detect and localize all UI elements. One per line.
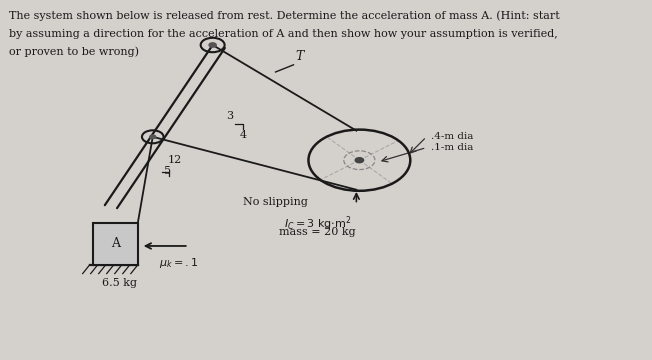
Text: 3: 3: [226, 111, 233, 121]
Bar: [93, 223, 138, 265]
Text: 5: 5: [164, 166, 171, 176]
Text: No slipping: No slipping: [243, 197, 308, 207]
Text: 4: 4: [239, 130, 246, 140]
Circle shape: [355, 158, 364, 163]
Text: .1-m dia: .1-m dia: [431, 143, 473, 152]
Text: by assuming a direction for the acceleration of A and then show how your assumpt: by assuming a direction for the accelera…: [9, 29, 557, 39]
Text: 6.5 kg: 6.5 kg: [102, 278, 137, 288]
Text: The system shown below is released from rest. Determine the acceleration of mass: The system shown below is released from …: [9, 11, 559, 21]
Circle shape: [209, 43, 216, 47]
Circle shape: [150, 135, 156, 139]
Text: T: T: [295, 50, 304, 63]
Text: or proven to be wrong): or proven to be wrong): [9, 47, 139, 57]
Text: 12: 12: [168, 155, 182, 165]
Text: mass = 20 kg: mass = 20 kg: [279, 227, 356, 237]
Text: $I_C = 3\ \mathrm{kg{\cdot}m^2}$: $I_C = 3\ \mathrm{kg{\cdot}m^2}$: [284, 214, 351, 233]
Text: .4-m dia: .4-m dia: [431, 132, 473, 141]
Text: $\mu_k = .1$: $\mu_k = .1$: [158, 256, 198, 270]
Text: A: A: [111, 237, 120, 251]
